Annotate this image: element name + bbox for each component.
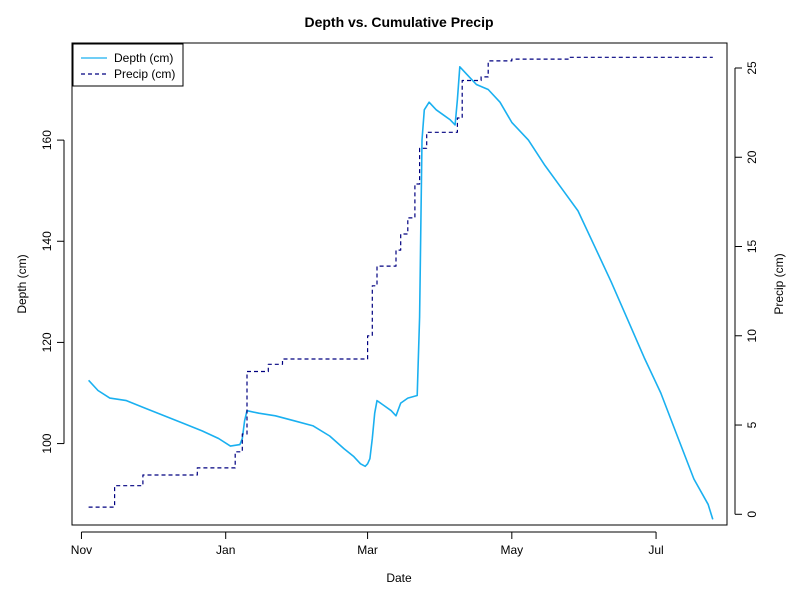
y-tick-left-label: 100: [40, 433, 54, 453]
y-tick-right-label: 15: [745, 240, 759, 254]
x-axis: Nov Jan Mar May Jul: [71, 531, 664, 557]
y-tick-right-label: 0: [745, 511, 759, 518]
y-tick-left-label: 160: [40, 130, 54, 150]
y-tick-right-label: 10: [745, 329, 759, 343]
y-axis-right: 0 5 10 15 20 25: [734, 61, 759, 518]
x-axis-label: Date: [386, 571, 412, 585]
chart-title: Depth vs. Cumulative Precip: [304, 14, 493, 30]
legend: Depth (cm) Precip (cm): [72, 43, 184, 87]
y-tick-right-label: 5: [745, 421, 759, 428]
y-tick-right-label: 25: [745, 61, 759, 75]
x-tick-label: May: [500, 543, 523, 557]
x-tick-label: Jan: [216, 543, 235, 557]
plot-frame: [71, 42, 728, 526]
x-tick-label: Mar: [357, 543, 378, 557]
y-tick-left-label: 140: [40, 231, 54, 251]
y-tick-left-label: 120: [40, 332, 54, 352]
series-layer: [88, 56, 714, 520]
series-line-depth: [88, 66, 714, 520]
y-tick-right-label: 20: [745, 150, 759, 164]
legend-label-depth: Depth (cm): [114, 51, 173, 65]
y-axis-left-label: Depth (cm): [15, 254, 29, 313]
series-line-precip: [88, 56, 713, 508]
legend-label-precip: Precip (cm): [114, 67, 175, 81]
x-tick-label: Nov: [71, 543, 92, 557]
legend-box: [72, 43, 184, 87]
x-tick-label: Jul: [648, 543, 663, 557]
y-axis-left: 100 120 140 160: [40, 130, 65, 454]
y-axis-right-label: Precip (cm): [772, 253, 786, 314]
